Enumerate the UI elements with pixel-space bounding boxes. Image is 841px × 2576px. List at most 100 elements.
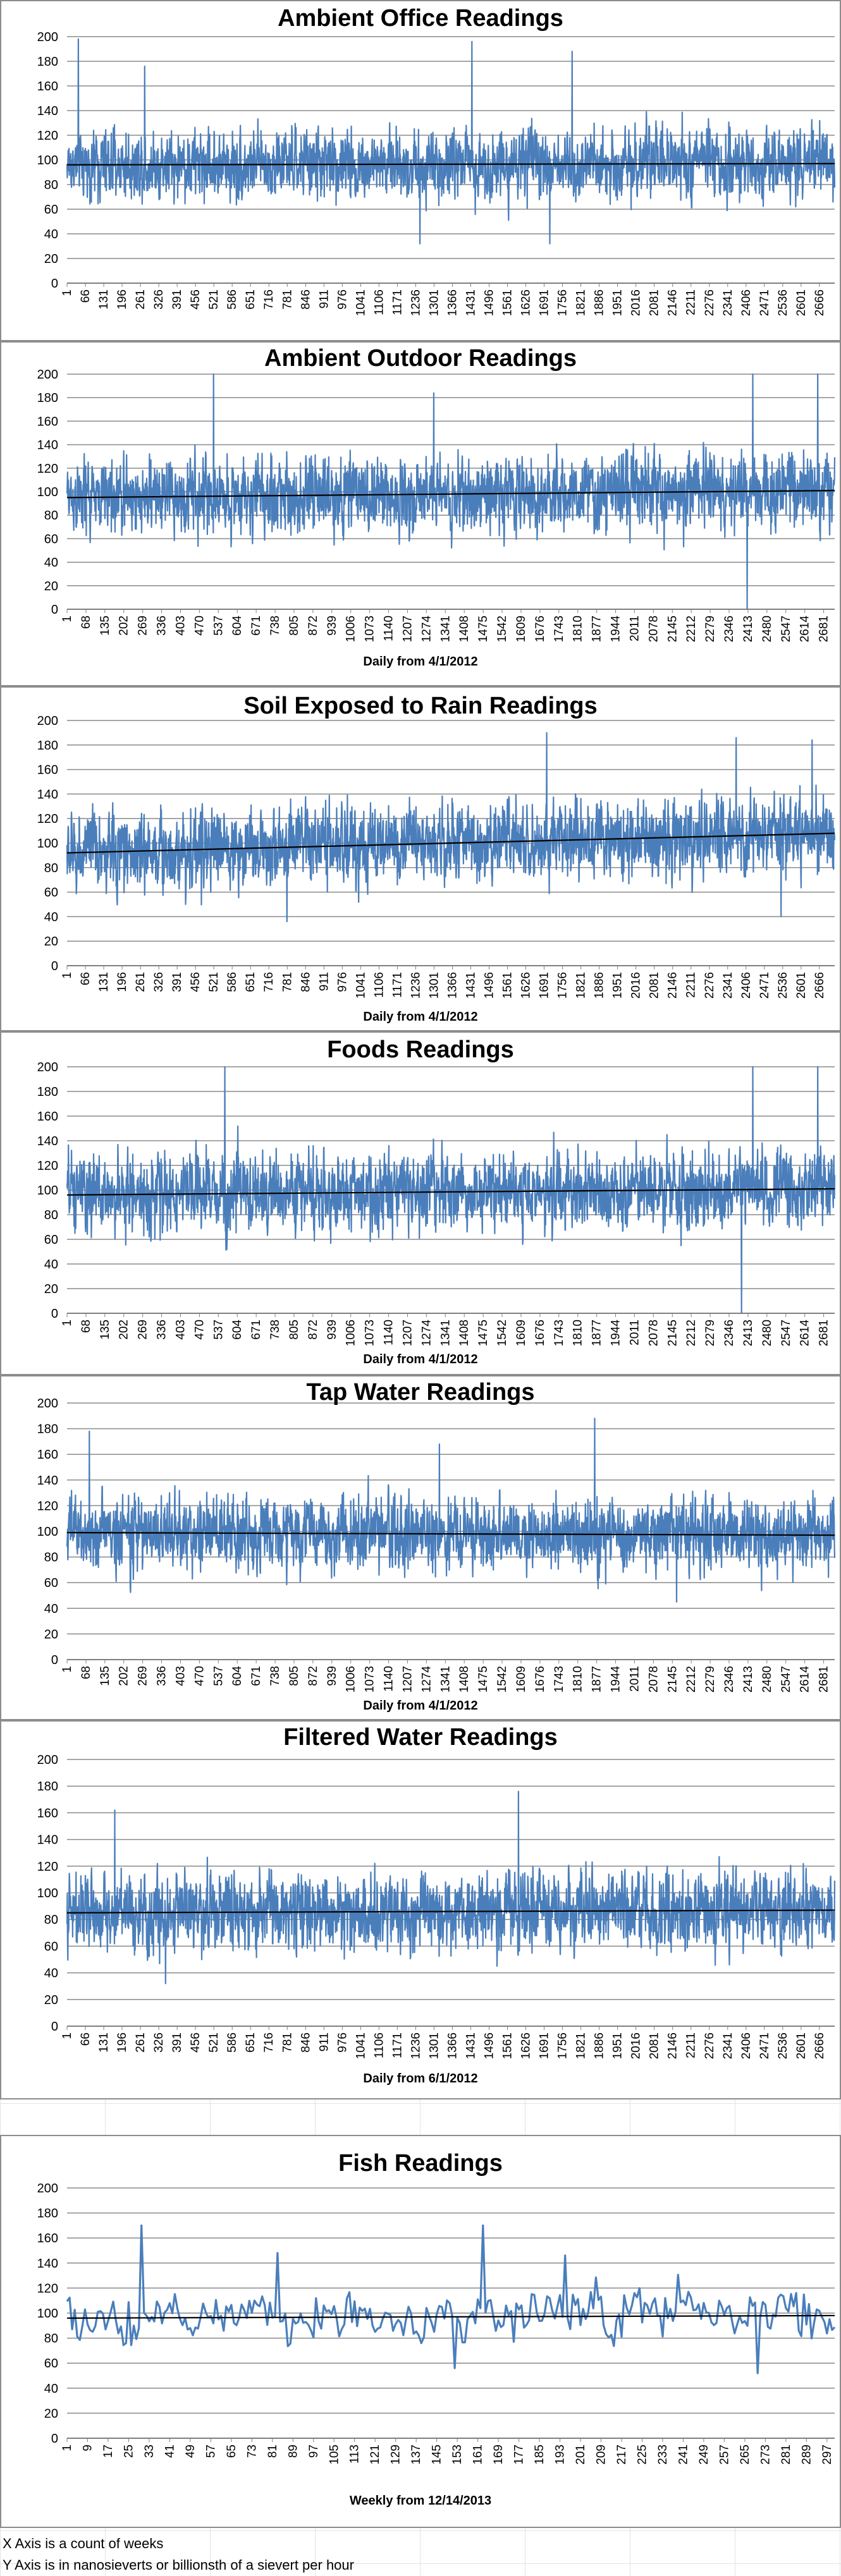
y-tick-label: 140	[37, 1474, 58, 1488]
x-tick-label: 456	[189, 2032, 202, 2053]
y-tick-label: 60	[44, 203, 58, 217]
y-tick-label: 140	[37, 2257, 58, 2271]
y-tick-label: 80	[44, 178, 58, 192]
x-tick-label: 2146	[666, 289, 680, 316]
x-tick-label: 1542	[496, 1666, 509, 1692]
y-tick-label: 200	[37, 1397, 58, 1411]
chart-svg: 0 20 40 60 80 100 120 140 160 180 200 1 68 135 202 269 3…	[37, 1060, 836, 1346]
x-tick-label: 1236	[409, 2032, 422, 2059]
x-tick-label: 1341	[439, 1320, 452, 1346]
x-tick-label: 131	[97, 972, 111, 992]
chart-foods[interactable]: 0 20 40 60 80 100 120 140 160 180 200 1 68 135 202 269 3…	[0, 1031, 841, 1375]
x-tick-label: 2016	[630, 2032, 643, 2059]
x-tick-label: 135	[99, 1320, 112, 1340]
x-tick-label: 289	[800, 2445, 813, 2465]
x-tick-label: 2016	[630, 972, 643, 999]
x-tick-label: 2601	[795, 972, 808, 999]
x-tick-label: 805	[288, 1666, 301, 1686]
x-tick-label: 225	[635, 2445, 649, 2465]
x-tick-label: 2078	[647, 1666, 660, 1692]
x-tick-label: 169	[492, 2445, 505, 2465]
x-tick-label: 1041	[354, 2032, 367, 2059]
chart-svg: 0 20 40 60 80 100 120 140 160 180 200 1 66 131 196 261 3…	[37, 714, 836, 999]
chart-ambient-outdoor[interactable]: 0 20 40 60 80 100 120 140 160 180 200 1 68 135 202 269 3…	[0, 341, 841, 686]
x-tick-label: 846	[299, 289, 312, 310]
x-tick-label: 537	[212, 1320, 225, 1340]
x-tick-label: 257	[718, 2445, 731, 2465]
y-tick-label: 80	[44, 861, 58, 875]
y-tick-label: 200	[37, 1753, 58, 1767]
y-tick-label: 0	[51, 1307, 58, 1321]
x-tick-label: 716	[262, 2032, 276, 2053]
y-tick-label: 0	[51, 959, 58, 973]
y-tick-label: 0	[51, 1653, 58, 1667]
x-tick-label: 97	[307, 2445, 321, 2458]
x-tick-label: 470	[193, 616, 206, 636]
x-tick-label: 326	[152, 2032, 166, 2053]
x-axis-label: Daily from 4/1/2012	[363, 655, 478, 669]
x-tick-label: 1041	[354, 289, 367, 316]
x-tick-label: 1408	[458, 616, 471, 642]
y-tick-label: 60	[44, 1940, 58, 1953]
trendline	[66, 1909, 835, 1914]
x-tick-label: 671	[250, 1320, 263, 1340]
x-tick-label: 336	[156, 1666, 169, 1686]
chart-svg: 0 20 40 60 80 100 120 140 160 180 200 1 68 135 202 269 3…	[37, 368, 836, 642]
x-tick-label: 1691	[538, 289, 551, 316]
y-tick-label: 40	[44, 1602, 58, 1616]
x-tick-label: 1756	[556, 2032, 570, 2059]
x-tick-label: 2276	[703, 2032, 716, 2059]
x-tick-label: 2145	[666, 1666, 679, 1692]
x-tick-label: 2480	[761, 1666, 774, 1692]
x-tick-label: 1756	[556, 289, 570, 316]
y-tick-label: 120	[37, 2281, 58, 2295]
chart-ambient-office[interactable]: 0 20 40 60 80 100 120 140 160 180 200 1 66 131 196 261 3…	[0, 0, 841, 341]
x-tick-label: 2471	[758, 2032, 771, 2059]
trendline	[66, 490, 835, 499]
x-tick-label: 2471	[758, 289, 771, 316]
x-tick-label: 1	[61, 616, 74, 623]
x-tick-label: 2601	[795, 2032, 808, 2059]
x-tick-label: 1756	[556, 972, 570, 999]
trendline	[66, 832, 835, 854]
x-tick-label: 1041	[354, 972, 367, 999]
x-tick-label: 1609	[515, 1666, 528, 1692]
y-tick-label: 180	[37, 1085, 58, 1099]
chart-title: Ambient Outdoor Readings	[264, 345, 577, 372]
y-tick-label: 60	[44, 2357, 58, 2371]
x-tick-label: 846	[299, 972, 312, 992]
x-tick-label: 1810	[572, 1666, 585, 1692]
x-tick-label: 1561	[501, 2032, 515, 2059]
y-tick-label: 20	[44, 1627, 58, 1641]
y-tick-label: 120	[37, 1159, 58, 1173]
x-tick-label: 872	[307, 1666, 320, 1686]
chart-filtered-water[interactable]: 0 20 40 60 80 100 120 140 160 180 200 1 66 131 196 261 3…	[0, 1720, 841, 2099]
x-tick-label: 121	[369, 2445, 382, 2465]
x-tick-label: 1073	[364, 616, 377, 642]
x-tick-label: 68	[80, 616, 93, 629]
chart-soil-exposed-to-rain[interactable]: 0 20 40 60 80 100 120 140 160 180 200 1 66 131 196 261 3…	[0, 686, 841, 1031]
x-tick-label: 1408	[458, 1320, 471, 1346]
x-tick-label: 2081	[648, 289, 661, 316]
x-tick-label: 193	[554, 2445, 567, 2465]
x-tick-label: 2413	[742, 1320, 755, 1346]
x-tick-label: 1676	[534, 1320, 547, 1346]
y-tick-label: 80	[44, 2332, 58, 2346]
chart-fish[interactable]: 0 20 40 60 80 100 120 140 160 180 200 1 9 17 25 33 41 49 5…	[0, 2135, 841, 2528]
y-tick-label: 100	[37, 154, 58, 167]
x-tick-label: 33	[143, 2445, 156, 2458]
x-tick-label: 1496	[482, 289, 496, 316]
x-tick-label: 336	[156, 616, 169, 636]
x-tick-label: 911	[317, 2032, 331, 2051]
x-tick-label: 2145	[666, 616, 679, 642]
chart-svg: 0 20 40 60 80 100 120 140 160 180 200 1 66 131 196 261 3…	[37, 30, 836, 316]
x-tick-label: 2276	[703, 972, 716, 999]
y-tick-label: 60	[44, 532, 58, 546]
y-tick-label: 100	[37, 1184, 58, 1198]
x-tick-label: 2279	[704, 616, 717, 642]
x-tick-label: 1207	[401, 1666, 414, 1692]
x-tick-label: 911	[317, 289, 331, 308]
x-tick-label: 1951	[611, 972, 625, 999]
chart-tap-water[interactable]: 0 20 40 60 80 100 120 140 160 180 200 1 68 135 202 269 3…	[0, 1375, 841, 1720]
x-tick-label: 781	[281, 2032, 294, 2053]
